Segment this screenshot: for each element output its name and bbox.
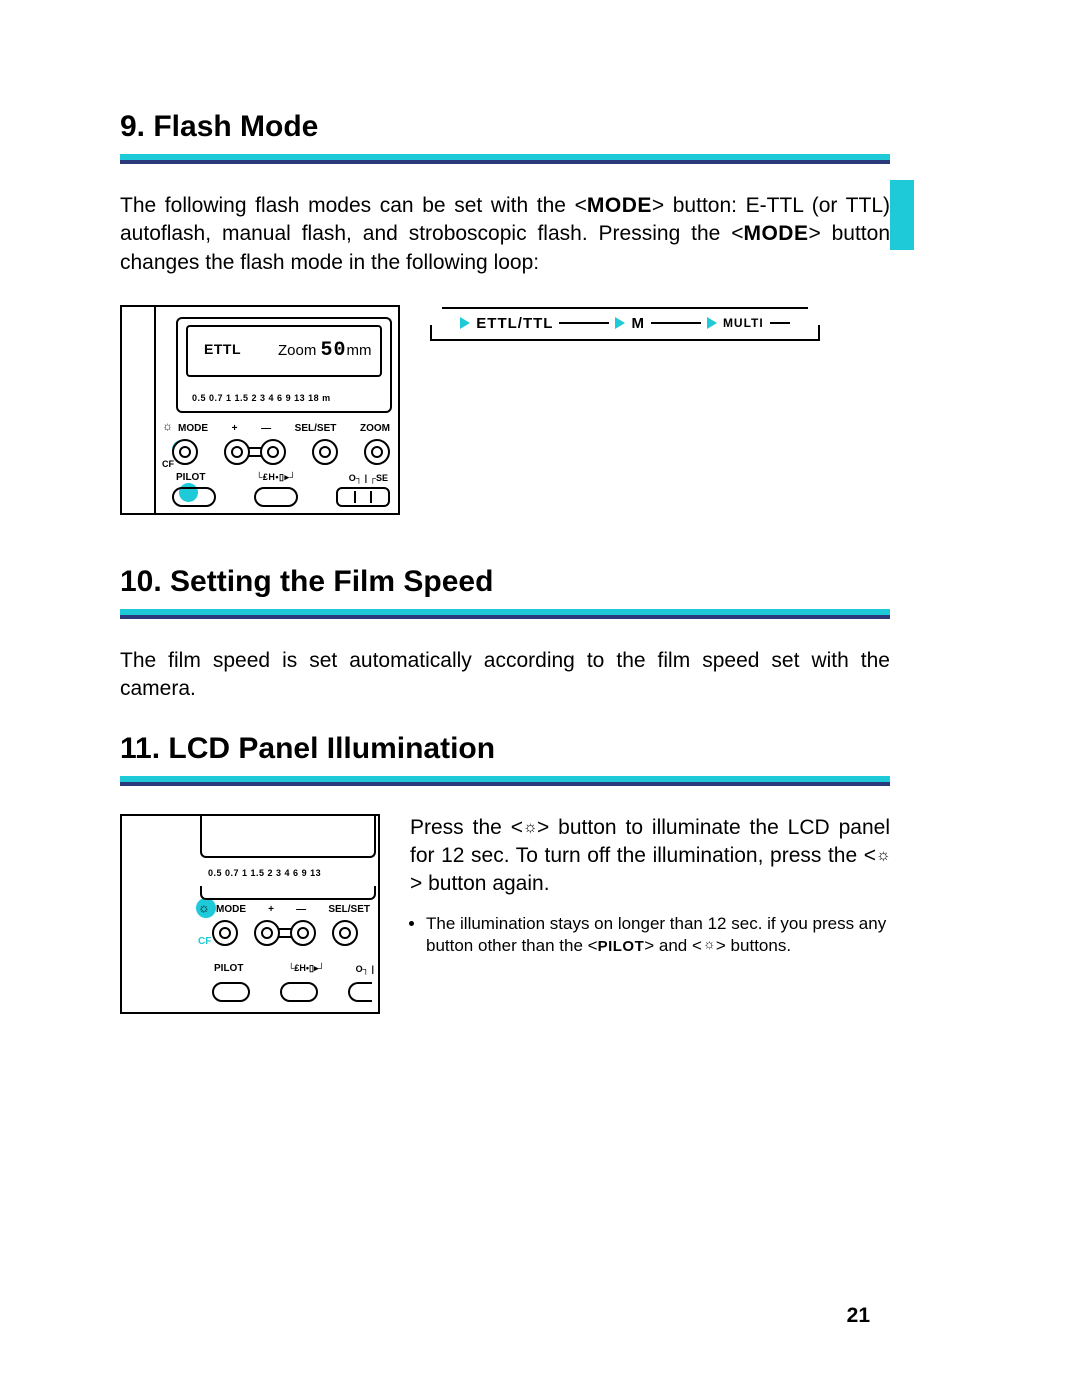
plus-button [224, 439, 250, 465]
heading-underline [120, 609, 890, 619]
mode-m: M [631, 315, 645, 332]
section-side-tab [890, 180, 914, 250]
arrow-icon [460, 317, 470, 329]
film-speed-paragraph: The film speed is set automatically acco… [120, 647, 890, 704]
center-pill-button [254, 487, 298, 507]
light-icon: ☼ [198, 900, 210, 915]
switch-label: O┐ | [356, 964, 374, 974]
pilot-label: PILOT [176, 472, 205, 483]
minus-button [290, 920, 316, 946]
page-content: 9. Flash Mode The following flash modes … [120, 110, 890, 1014]
selset-button [312, 439, 338, 465]
mode-button [212, 920, 238, 946]
cf-label: CF [198, 936, 211, 947]
heading-underline [120, 776, 890, 786]
mode-button [172, 439, 198, 465]
mid-symbol-label: └₤H•▯▸┘ [256, 472, 296, 483]
mode-loop-diagram: ETTL/TTL M MULTI [430, 307, 820, 341]
center-pill-button [280, 982, 318, 1002]
mode-ettl-ttl: ETTL/TTL [476, 315, 553, 332]
power-switch [336, 487, 390, 507]
light-icon: ☼ [162, 419, 173, 433]
flash-mode-paragraph: The following flash modes can be set wit… [120, 192, 890, 277]
sun-icon [876, 850, 890, 864]
heading-film-speed: 10. Setting the Film Speed [120, 565, 890, 599]
page-number: 21 [847, 1304, 870, 1328]
lcd-upper-frame [200, 816, 376, 858]
button-labels-row: MODE + — SEL/SET ZOOM [178, 423, 390, 434]
lcd-illumination-diagram: 0.5 0.7 1 1.5 2 3 4 6 9 13 ☼ MODE + — SE… [120, 814, 380, 1014]
pilot-button [172, 487, 216, 507]
lcd-note-item: The illumination stays on longer than 12… [426, 913, 890, 957]
sun-icon [703, 940, 715, 952]
zoom-button [364, 439, 390, 465]
lcd-display: ETTL Zoom 50mm 0.5 0.7 1 1.5 2 3 4 6 9 1… [176, 317, 392, 413]
heading-underline [120, 154, 890, 164]
lcd-distance-scale: 0.5 0.7 1 1.5 2 3 4 6 9 13 18 m [192, 393, 380, 403]
arrow-icon [707, 317, 717, 329]
sun-icon [523, 822, 537, 836]
mid-symbol-label: └₤H•▯▸┘ [288, 963, 325, 974]
lcd-illumination-paragraph: Press the <> button to illuminate the LC… [410, 814, 890, 899]
pilot-button [212, 982, 250, 1002]
arrow-icon [615, 317, 625, 329]
lcd-distance-scale: 0.5 0.7 1 1.5 2 3 4 6 9 13 [208, 868, 321, 878]
selset-button [332, 920, 358, 946]
flash-controls-diagram: ETTL Zoom 50mm 0.5 0.7 1 1.5 2 3 4 6 9 1… [120, 305, 400, 515]
switch-label: O┐ | ┌SE [349, 473, 388, 483]
lcd-ettl: ETTL [204, 341, 241, 357]
pilot-label: PILOT [214, 963, 243, 974]
heading-lcd-illumination: 11. LCD Panel Illumination [120, 732, 890, 766]
plus-button [254, 920, 280, 946]
lcd-zoom: Zoom 50mm [278, 339, 372, 362]
mode-multi: MULTI [723, 316, 764, 330]
heading-flash-mode: 9. Flash Mode [120, 110, 890, 144]
minus-button [260, 439, 286, 465]
lcd-notes-list: The illumination stays on longer than 12… [410, 913, 890, 957]
switch-partial [348, 982, 372, 1002]
